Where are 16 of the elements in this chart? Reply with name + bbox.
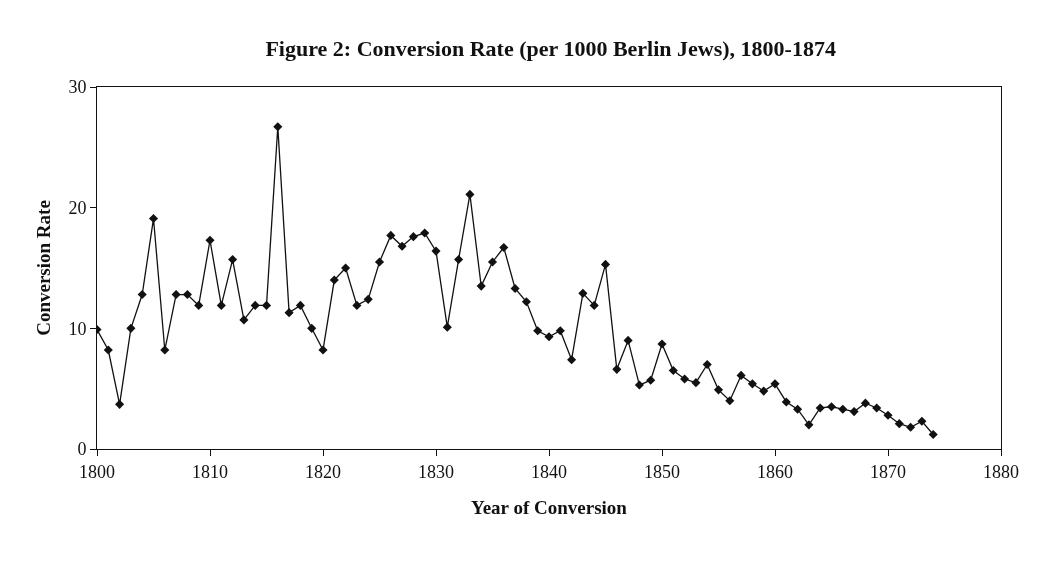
x-tick-label: 1830 bbox=[418, 461, 454, 482]
x-tick-label: 1870 bbox=[870, 461, 906, 482]
x-tick-label: 1850 bbox=[644, 461, 680, 482]
chart-title: Figure 2: Conversion Rate (per 1000 Berlin Jews), 1800-1874 bbox=[265, 36, 836, 62]
x-tick-label: 1860 bbox=[757, 461, 793, 482]
x-tick-label: 1840 bbox=[531, 461, 567, 482]
y-tick-label: 10 bbox=[68, 318, 87, 339]
y-tick-label: 20 bbox=[68, 197, 87, 218]
y-tick-label: 0 bbox=[77, 439, 87, 460]
x-tick-label: 1810 bbox=[192, 461, 228, 482]
y-axis-title: Conversion Rate bbox=[33, 200, 55, 336]
x-tick-label: 1880 bbox=[983, 461, 1019, 482]
x-tick-label: 1820 bbox=[305, 461, 341, 482]
x-tick-label: 1800 bbox=[79, 461, 115, 482]
y-tick-label: 30 bbox=[68, 77, 87, 98]
x-axis-title: Year of Conversion bbox=[471, 497, 628, 519]
